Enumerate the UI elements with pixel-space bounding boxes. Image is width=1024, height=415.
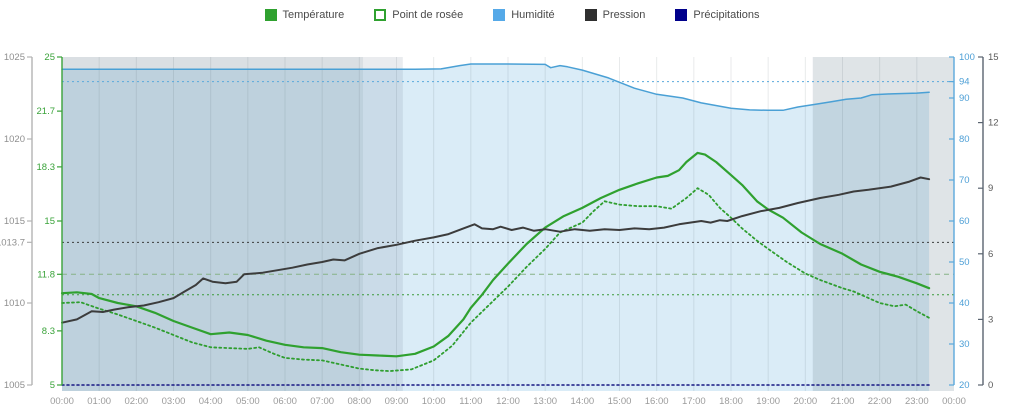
series-line-humidity	[61, 63, 930, 112]
legend-item-temperature[interactable]: Température	[264, 9, 345, 21]
legend-item-humidity[interactable]: Humidité	[493, 9, 555, 21]
humidity-swatch	[493, 9, 506, 21]
x-tick-label: 17:00	[682, 396, 706, 407]
axis-humidity: 100 94 90 80 70 60 50 40 30 20	[949, 52, 975, 391]
x-tick-label: 00:00	[942, 396, 966, 407]
x-tick-label: 13:00	[533, 396, 557, 407]
x-tick-label: 21:00	[831, 396, 855, 407]
x-tick-label: 12:00	[496, 396, 520, 407]
humidity-tick-label: 80	[959, 134, 970, 145]
x-tick-label: 06:00	[273, 396, 297, 407]
x-tick-label: 18:00	[719, 396, 743, 407]
temperature-tick-label: 15	[44, 216, 55, 227]
x-tick-label: 01:00	[87, 396, 111, 407]
temperature-tick-label: 5	[50, 380, 55, 391]
x-tick-label: 08:00	[347, 396, 371, 407]
legend-item-precipitation[interactable]: Précipitations	[675, 9, 759, 21]
legend-label-precipitation: Précipitations	[693, 9, 760, 21]
precipitation-tick-label: 9	[988, 183, 993, 194]
pressure-tick-label: 1015	[4, 216, 25, 227]
temperature-tick-label: 18.3	[37, 162, 56, 173]
legend-label-humidity: Humidité	[511, 9, 555, 21]
x-axis-labels: 00:00 01:00 02:00 03:00 04:00 05:00 06:00 07:00…	[50, 396, 966, 407]
temperature-swatch	[264, 9, 277, 21]
humidity-tick-label: 30	[959, 339, 970, 350]
x-tick-label: 04:00	[199, 396, 223, 407]
humidity-tick-label: 50	[959, 257, 970, 268]
night-band	[62, 57, 364, 391]
x-tick-label: 20:00	[793, 396, 817, 407]
x-tick-label: 00:00	[50, 396, 74, 407]
pressure-swatch	[584, 9, 597, 21]
legend-label-temperature: Température	[282, 9, 345, 21]
humidity-tick-label: 94	[959, 77, 970, 88]
x-tick-label: 05:00	[236, 396, 260, 407]
humidity-tick-label: 70	[959, 175, 970, 186]
legend-label-pressure: Pression	[602, 9, 646, 21]
precipitation-tick-label: 0	[988, 380, 993, 391]
humidity-tick-label: 90	[959, 93, 970, 104]
axis-pressure: 1025 1020 1015 1013.7 1010 1005	[0, 52, 33, 391]
x-tick-label: 09:00	[385, 396, 409, 407]
x-tick-label: 11:00	[459, 396, 482, 407]
night-band	[363, 57, 403, 391]
x-tick-label: 23:00	[905, 396, 929, 407]
precipitation-tick-label: 15	[988, 52, 999, 63]
pressure-tick-label: 1025	[4, 52, 25, 63]
pressure-tick-label: 1010	[4, 298, 25, 309]
x-tick-label: 10:00	[422, 396, 446, 407]
axis-temperature: 25 21.7 18.3 15 11.8 8.3 5	[37, 52, 63, 391]
chart-legend: Température Point de rosée Humidité Pressio…	[0, 9, 1024, 21]
humidity-tick-label: 60	[959, 216, 970, 227]
precipitation-tick-label: 12	[988, 118, 999, 129]
humidity-tick-label: 100	[959, 52, 975, 63]
precipitation-tick-label: 3	[988, 314, 993, 325]
legend-item-pressure[interactable]: Pression	[584, 9, 646, 21]
night-shading	[62, 57, 954, 391]
x-tick-label: 14:00	[570, 396, 594, 407]
temperature-tick-label: 25	[44, 52, 55, 63]
x-tick-label: 07:00	[310, 396, 334, 407]
series-line-pressure	[61, 176, 931, 324]
humidity-tick-label: 40	[959, 298, 970, 309]
reference-lines	[62, 81, 954, 296]
pressure-tick-label: 1013.7	[0, 237, 25, 248]
series-line-dew-point	[61, 187, 930, 372]
axis-precipitation: 15 12 9 6 3 0	[978, 52, 999, 391]
x-tick-label: 03:00	[162, 396, 186, 407]
legend-item-dew-point[interactable]: Point de rosée	[374, 9, 463, 21]
x-tick-label: 19:00	[756, 396, 780, 407]
precipitation-tick-label: 6	[988, 249, 993, 260]
temperature-tick-label: 11.8	[37, 269, 55, 280]
x-tick-label: 15:00	[608, 396, 632, 407]
temperature-tick-label: 21.7	[37, 106, 56, 117]
precipitation-swatch	[675, 9, 688, 21]
dew-point-swatch	[374, 9, 387, 21]
pressure-tick-label: 1005	[4, 380, 25, 391]
humidity-tick-label: 20	[959, 380, 970, 391]
temperature-tick-label: 8.3	[42, 326, 55, 337]
pressure-tick-label: 1020	[4, 134, 25, 145]
legend-label-dew-point: Point de rosée	[392, 9, 464, 21]
x-tick-label: 22:00	[868, 396, 892, 407]
x-tick-label: 02:00	[124, 396, 148, 407]
x-tick-label: 16:00	[645, 396, 669, 407]
night-band	[812, 57, 954, 391]
